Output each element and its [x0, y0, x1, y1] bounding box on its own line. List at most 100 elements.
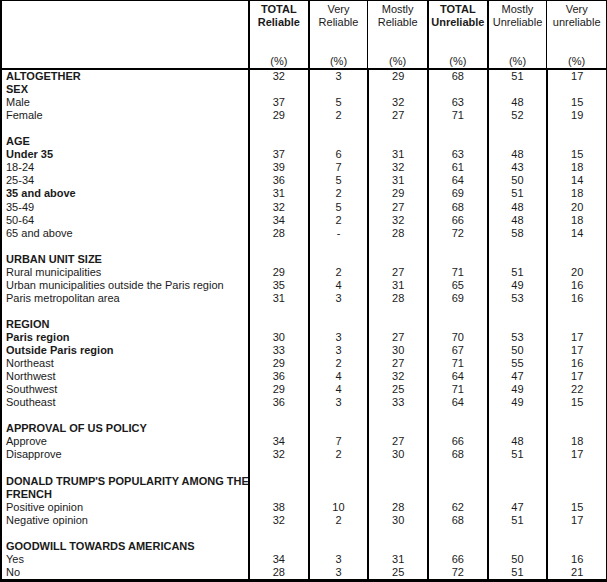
percent-unit-label: (%)	[449, 55, 466, 67]
cell-value	[427, 409, 487, 422]
row-label: Southwest	[2, 383, 248, 396]
cell-value: 3	[308, 292, 368, 305]
cell-value: 53	[487, 331, 547, 344]
column-header-very-reliable: Very Reliable (%)	[308, 1, 368, 68]
cell-value	[367, 122, 427, 135]
row-label: 50-64	[2, 214, 248, 227]
cell-value: 32	[248, 201, 308, 214]
row-label	[2, 122, 248, 135]
cell-value	[367, 318, 427, 331]
cell-value: 64	[427, 174, 487, 187]
cell-value: 55	[487, 357, 547, 370]
row-label: Northwest	[2, 370, 248, 383]
cell-value	[487, 488, 547, 501]
column-header-total-unreliable: TOTAL Unreliable (%)	[427, 1, 487, 68]
cell-value	[427, 475, 487, 488]
cell-value	[487, 305, 547, 318]
table-row: 18-2439732614318	[2, 161, 606, 174]
cell-value	[248, 240, 308, 253]
cell-value	[487, 462, 547, 475]
cell-value: 2	[308, 514, 368, 527]
cell-value: 49	[487, 279, 547, 292]
cell-value: 69	[427, 292, 487, 305]
cell-value	[427, 318, 487, 331]
cell-value: 2	[308, 214, 368, 227]
row-label: Yes	[2, 553, 248, 566]
cell-value	[427, 422, 487, 435]
cell-value: 51	[487, 448, 547, 461]
cell-value: 4	[308, 279, 368, 292]
cell-value	[308, 488, 368, 501]
cell-value: 36	[248, 370, 308, 383]
cell-value	[487, 527, 547, 540]
table-row: 50-6434232664818	[2, 214, 606, 227]
cell-value: 17	[546, 70, 606, 83]
cell-value: 29	[367, 187, 427, 200]
row-label: ALTOGETHER	[2, 70, 248, 83]
row-label: Northeast	[2, 357, 248, 370]
cell-value	[427, 135, 487, 148]
cell-value	[367, 540, 427, 553]
cell-value	[427, 240, 487, 253]
table-row	[2, 527, 606, 540]
row-label	[2, 305, 248, 318]
row-label: APPROVAL OF US POLICY	[2, 422, 248, 435]
cell-value	[367, 253, 427, 266]
cell-value: 43	[487, 161, 547, 174]
cell-value: 36	[248, 396, 308, 409]
row-label: Rural municipalities	[2, 266, 248, 279]
cell-value: 50	[487, 344, 547, 357]
cell-value: 32	[367, 214, 427, 227]
cell-value: 72	[427, 566, 487, 579]
cell-value	[546, 475, 606, 488]
cell-value	[546, 240, 606, 253]
table-row: SEX	[2, 83, 606, 96]
cell-value: 34	[248, 553, 308, 566]
column-header-line2: Unreliable	[431, 16, 484, 29]
cell-value: 5	[308, 201, 368, 214]
cell-value	[546, 122, 606, 135]
cell-value: 34	[248, 435, 308, 448]
cell-value	[308, 462, 368, 475]
cell-value: 10	[308, 501, 368, 514]
cell-value: 33	[248, 344, 308, 357]
table-row: Paris metropolitan area31328695316	[2, 292, 606, 305]
cell-value: 32	[367, 96, 427, 109]
cell-value: 27	[367, 266, 427, 279]
cell-value	[248, 83, 308, 96]
cell-value	[248, 318, 308, 331]
cell-value	[546, 462, 606, 475]
cell-value: 31	[248, 187, 308, 200]
cell-value: 29	[248, 383, 308, 396]
cell-value	[248, 475, 308, 488]
cell-value: 64	[427, 396, 487, 409]
column-header-line1: Very	[553, 3, 601, 16]
cell-value	[487, 409, 547, 422]
cell-value: 3	[308, 344, 368, 357]
cell-value: 2	[308, 187, 368, 200]
cell-value: 33	[367, 396, 427, 409]
column-header-line1: Mostly	[493, 3, 543, 16]
cell-value	[308, 422, 368, 435]
table-row: Approve34727664818	[2, 435, 606, 448]
cell-value: 31	[367, 553, 427, 566]
cell-value	[487, 122, 547, 135]
cell-value: 16	[546, 553, 606, 566]
cell-value: 29	[248, 266, 308, 279]
column-header-line1: Mostly	[378, 3, 418, 16]
cell-value	[308, 409, 368, 422]
column-header-very-unreliable: Very unreliable (%)	[546, 1, 606, 68]
cell-value	[546, 305, 606, 318]
table-row	[2, 122, 606, 135]
column-header-line2: Reliable	[378, 16, 418, 29]
cell-value: 58	[487, 227, 547, 240]
cell-value: 5	[308, 174, 368, 187]
row-label: Female	[2, 109, 248, 122]
cell-value	[487, 135, 547, 148]
cell-value: 71	[427, 109, 487, 122]
cell-value: 3	[308, 396, 368, 409]
cell-value: 25	[367, 383, 427, 396]
cell-value: 32	[248, 514, 308, 527]
cell-value: 31	[248, 292, 308, 305]
table-header-row: TOTAL Reliable (%) Very Reliable (%) Mos…	[2, 1, 606, 70]
